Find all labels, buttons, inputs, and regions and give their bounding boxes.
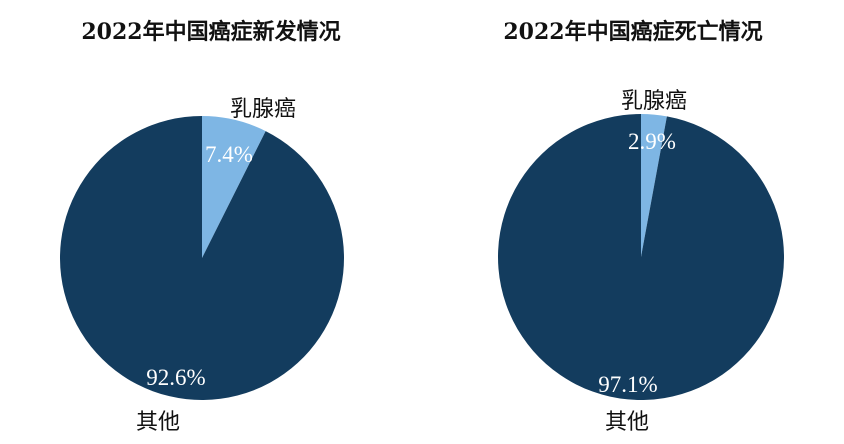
chart-title: 2022年中国癌症新发情况 (81, 19, 341, 45)
category-label-breast-cancer: 乳腺癌 (621, 89, 687, 114)
pie-slice-other (59, 115, 344, 400)
slice-value-label-other: 92.6% (146, 365, 205, 390)
pie-slice-breast-cancer (641, 114, 667, 257)
pie-chart-new-cases: 2022年中国癌症新发情况 7.4% 92.6% 乳腺癌 其他 (59, 19, 344, 435)
category-label-breast-cancer: 乳腺癌 (230, 97, 296, 122)
slice-value-label-other: 97.1% (598, 372, 657, 397)
category-label-other: 其他 (605, 410, 649, 435)
pie-chart-deaths: 2022年中国癌症死亡情况 2.9% 97.1% 乳腺癌 其他 (422, 0, 844, 444)
pie-svg: 7.4% 92.6% 乳腺癌 其他 (59, 97, 344, 435)
category-label-other: 其他 (136, 410, 180, 435)
slice-value-label-breast-cancer: 7.4% (205, 142, 253, 167)
pie-svg: 2.9% 97.1% 乳腺癌 其他 (498, 89, 784, 435)
pie-slice-other (498, 113, 784, 400)
slice-value-label-breast-cancer: 2.9% (628, 129, 676, 154)
chart-title: 2022年中国癌症死亡情况 (503, 19, 763, 45)
pie-slice-breast-cancer (202, 116, 266, 258)
